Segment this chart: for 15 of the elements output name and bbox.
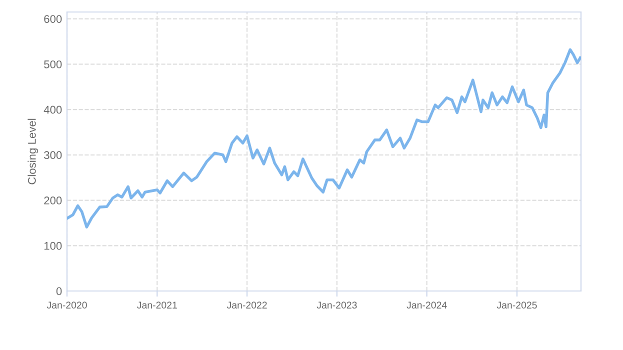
y-axis-title: Closing Level	[28, 118, 38, 184]
x-tick-label: Jan-2021	[137, 302, 177, 309]
y-tick-label: 300	[44, 151, 62, 160]
x-tick-label: Jan-2025	[496, 302, 537, 309]
y-tick-label: 500	[44, 60, 62, 68]
x-tick-label: Jan-2023	[316, 302, 357, 309]
y-tick-label: 0	[56, 287, 62, 296]
x-tick-label: Jan-2024	[406, 302, 447, 309]
y-tick-label: 100	[44, 242, 62, 250]
x-tick-label: Jan-2020	[46, 302, 87, 309]
y-tick-label: 400	[44, 106, 62, 114]
y-tick-label: 600	[44, 15, 62, 23]
y-tick-label: 200	[44, 196, 62, 204]
x-tick-label: Jan-2022	[226, 302, 267, 309]
line-series	[67, 48, 581, 228]
